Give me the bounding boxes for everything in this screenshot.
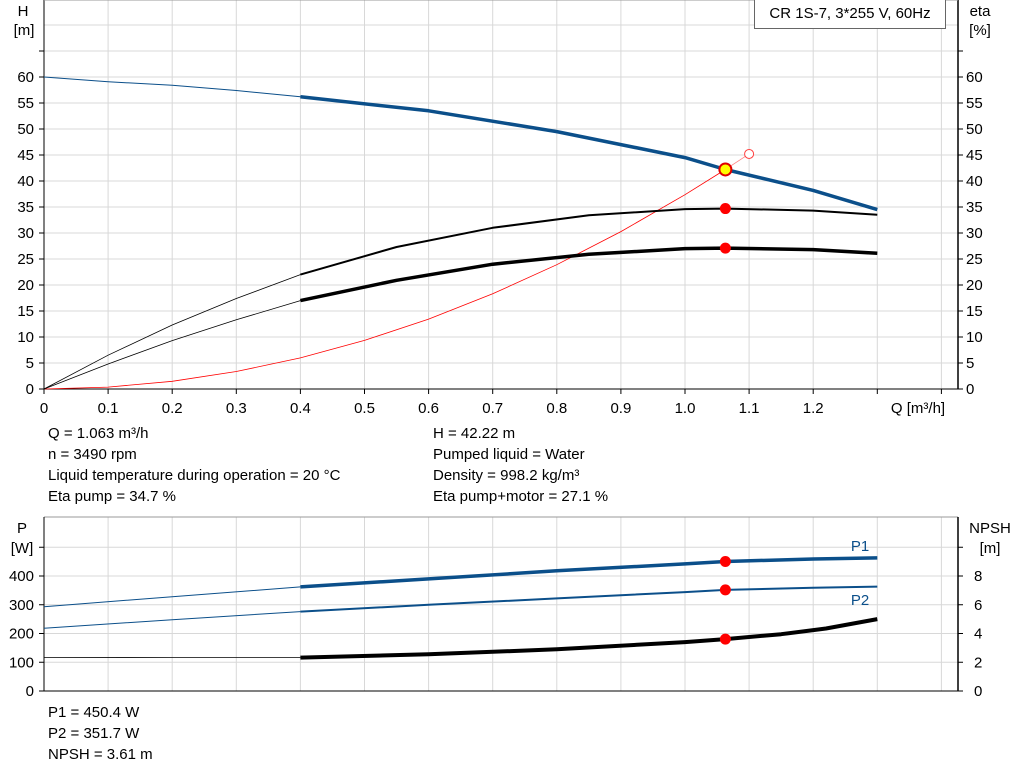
- eta-pump-curve-line: [300, 207, 878, 276]
- y-axis-unit: [m]: [14, 22, 35, 39]
- y-tick-label: 300: [9, 597, 34, 614]
- y-tick-label: 0: [26, 381, 34, 398]
- y-tick-label: 40: [17, 173, 34, 190]
- y-right-tick-label: 5: [966, 355, 974, 372]
- x-tick-label: 0.4: [290, 400, 311, 417]
- npsh-duty-point: [719, 633, 731, 645]
- info-head: H = 42.22 m: [433, 425, 516, 442]
- info-speed: n = 3490 rpm: [48, 446, 137, 463]
- y-tick-label: 35: [17, 199, 34, 216]
- info-density: Density = 998.2 kg/m³: [433, 467, 580, 484]
- y-right-axis-label: NPSH: [969, 520, 1011, 537]
- info-eta-pump: Eta pump = 34.7 %: [48, 488, 176, 505]
- info-q: Q = 1.063 m³/h: [48, 425, 149, 442]
- y-right-tick-label: 45: [966, 147, 983, 164]
- y-right-tick-label: 30: [966, 225, 983, 242]
- eta-pump-curve-line-extrapolated: [43, 274, 301, 390]
- y-tick-label: 25: [17, 251, 34, 268]
- y-tick-label: 200: [9, 626, 34, 643]
- y-tick-label: 50: [17, 121, 34, 138]
- y-tick-label: 20: [17, 277, 34, 294]
- x-tick-label: 0.2: [162, 400, 183, 417]
- y-tick-label: 100: [9, 654, 34, 671]
- duty-point-marker: [718, 162, 733, 177]
- y-tick-label: 15: [17, 303, 34, 320]
- info-p2: P2 = 351.7 W: [48, 725, 140, 742]
- y-right-tick-label: 60: [966, 69, 983, 86]
- p2-duty-point: [719, 584, 731, 596]
- info-temperature: Liquid temperature during operation = 20…: [48, 467, 341, 484]
- x-tick-label: 1.0: [675, 400, 696, 417]
- eta-pump-motor-duty-point: [719, 242, 731, 254]
- x-tick-label: 0.9: [610, 400, 631, 417]
- y-right-tick-label: 4: [974, 626, 982, 643]
- y-right-tick-label: 8: [974, 568, 982, 585]
- p1-series-label: P1: [851, 538, 869, 555]
- y-tick-label: 0: [26, 683, 34, 700]
- y-tick-label: 30: [17, 225, 34, 242]
- info-eta-pump-motor: Eta pump+motor = 27.1 %: [433, 488, 609, 505]
- pump-title-box: CR 1S-7, 3*255 V, 60Hz: [754, 0, 946, 29]
- y-tick-label: 55: [17, 95, 34, 112]
- x-tick-label: 0.6: [418, 400, 439, 417]
- system-curve-line-extrapolated: [43, 169, 726, 390]
- p2-curve-line-extrapolated: [43, 611, 301, 629]
- eta-pump-duty-point: [719, 203, 731, 215]
- y-right-axis-unit: [m]: [980, 540, 1001, 557]
- y-right-tick-label: 35: [966, 199, 983, 216]
- x-tick-label: 0: [40, 400, 48, 417]
- x-tick-label: 0.7: [482, 400, 503, 417]
- y-axis-label: P: [17, 520, 27, 537]
- x-tick-label: 1.1: [739, 400, 760, 417]
- y-axis-unit: [W]: [11, 540, 34, 557]
- y-right-tick-label: 40: [966, 173, 983, 190]
- y-right-tick-label: 0: [966, 381, 974, 398]
- y-right-tick-label: 55: [966, 95, 983, 112]
- y-right-tick-label: 10: [966, 329, 983, 346]
- system-curve-end-marker: [744, 148, 755, 159]
- y-tick-label: 60: [17, 69, 34, 86]
- y-right-tick-label: 20: [966, 277, 983, 294]
- x-tick-label: 1.2: [803, 400, 824, 417]
- y-right-tick-label: 25: [966, 251, 983, 268]
- x-axis-label: Q [m³/h]: [891, 400, 945, 417]
- eta-pump-motor-curve-line-extrapolated: [43, 300, 301, 390]
- y-tick-label: 10: [17, 329, 34, 346]
- x-tick-label: 0.3: [226, 400, 247, 417]
- x-tick-label: 0.1: [98, 400, 119, 417]
- y-right-tick-label: 15: [966, 303, 983, 320]
- x-tick-label: 0.8: [546, 400, 567, 417]
- npsh-curve-line: [300, 617, 878, 660]
- p1-curve-line: [300, 556, 878, 589]
- info-npsh: NPSH = 3.61 m: [48, 746, 153, 763]
- x-tick-label: 0.5: [354, 400, 375, 417]
- p1-duty-point: [719, 556, 731, 568]
- y-tick-label: 5: [26, 355, 34, 372]
- y-right-tick-label: 2: [974, 654, 982, 671]
- info-liquid: Pumped liquid = Water: [433, 446, 585, 463]
- chart-title: CR 1S-7, 3*255 V, 60Hz: [769, 5, 931, 22]
- y-right-tick-label: 0: [974, 683, 982, 700]
- y-tick-label: 400: [9, 568, 34, 585]
- y-right-tick-label: 50: [966, 121, 983, 138]
- y-right-axis-unit: [%]: [969, 22, 991, 39]
- p2-series-label: P2: [851, 592, 869, 609]
- info-p1: P1 = 450.4 W: [48, 704, 140, 721]
- y-right-tick-label: 6: [974, 597, 982, 614]
- y-tick-label: 45: [17, 147, 34, 164]
- y-axis-label: H: [18, 3, 29, 20]
- eta-pump-motor-curve-line: [300, 246, 878, 303]
- p2-curve-line: [300, 585, 878, 613]
- head-curve-line: [300, 95, 878, 212]
- p1-curve-line-extrapolated: [43, 586, 301, 608]
- head-curve-line-extrapolated: [43, 76, 301, 98]
- y-right-axis-label: eta: [970, 3, 992, 20]
